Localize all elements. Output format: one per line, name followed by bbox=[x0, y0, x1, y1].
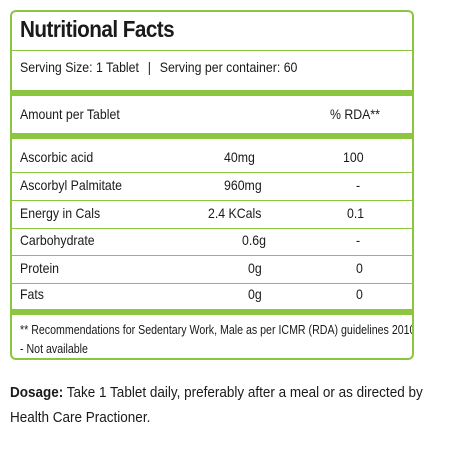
footnote-not-available: - Not available bbox=[20, 342, 88, 356]
row-amount-ascorbic-acid: 40mg bbox=[224, 149, 255, 165]
row-amount-protein: 0g bbox=[248, 260, 262, 276]
row-divider bbox=[12, 255, 412, 256]
row-amount-ascorbyl-palmitate: 960mg bbox=[224, 177, 262, 193]
header-rda-label: % RDA** bbox=[330, 106, 380, 122]
footnote-rda: ** Recommendations for Sedentary Work, M… bbox=[20, 323, 414, 337]
row-rda-energy: 0.1 bbox=[347, 205, 365, 221]
row-name-energy: Energy in Cals bbox=[20, 205, 101, 221]
row-name-ascorbyl-palmitate: Ascorbyl Palmitate bbox=[20, 177, 123, 193]
serving-size: Serving Size: 1 Tablet bbox=[20, 59, 139, 75]
serving-separator: | bbox=[147, 59, 151, 75]
row-name-carbohydrate: Carbohydrate bbox=[20, 232, 95, 248]
row-rda-protein: 0 bbox=[356, 260, 363, 276]
header-amount-label: Amount per Tablet bbox=[20, 106, 120, 122]
row-rda-fats: 0 bbox=[356, 286, 363, 302]
title-divider bbox=[12, 50, 412, 51]
panel-title: Nutritional Facts bbox=[20, 16, 175, 42]
row-divider bbox=[12, 283, 412, 284]
servings-per-container: Serving per container: 60 bbox=[159, 59, 298, 75]
row-rda-carbohydrate: - bbox=[356, 232, 361, 248]
row-divider bbox=[12, 200, 412, 201]
row-name-ascorbic-acid: Ascorbic acid bbox=[20, 149, 94, 165]
serving-divider bbox=[12, 90, 412, 96]
row-divider bbox=[12, 228, 412, 229]
serving-info: Serving Size: 1 Tablet | Serving per conta… bbox=[20, 59, 297, 75]
row-rda-ascorbyl-palmitate: - bbox=[356, 177, 361, 193]
footnotes: ** Recommendations for Sedentary Work, M… bbox=[20, 321, 414, 358]
dosage-text: Take 1 Tablet daily, preferably after a … bbox=[10, 384, 423, 426]
dosage-instructions: Dosage: Take 1 Tablet daily, preferably … bbox=[10, 380, 440, 430]
row-amount-carbohydrate: 0.6g bbox=[242, 232, 266, 248]
row-amount-fats: 0g bbox=[248, 286, 262, 302]
row-amount-energy: 2.4 KCals bbox=[208, 205, 262, 221]
nutrition-facts-panel: Nutritional Facts Serving Size: 1 Tablet… bbox=[10, 10, 414, 360]
row-name-protein: Protein bbox=[20, 260, 60, 276]
row-name-fats: Fats bbox=[20, 286, 44, 302]
row-divider bbox=[12, 172, 412, 173]
header-divider bbox=[12, 133, 412, 139]
footnote-divider bbox=[12, 309, 412, 315]
row-rda-ascorbic-acid: 100 bbox=[343, 149, 364, 165]
dosage-label: Dosage: bbox=[10, 384, 64, 401]
